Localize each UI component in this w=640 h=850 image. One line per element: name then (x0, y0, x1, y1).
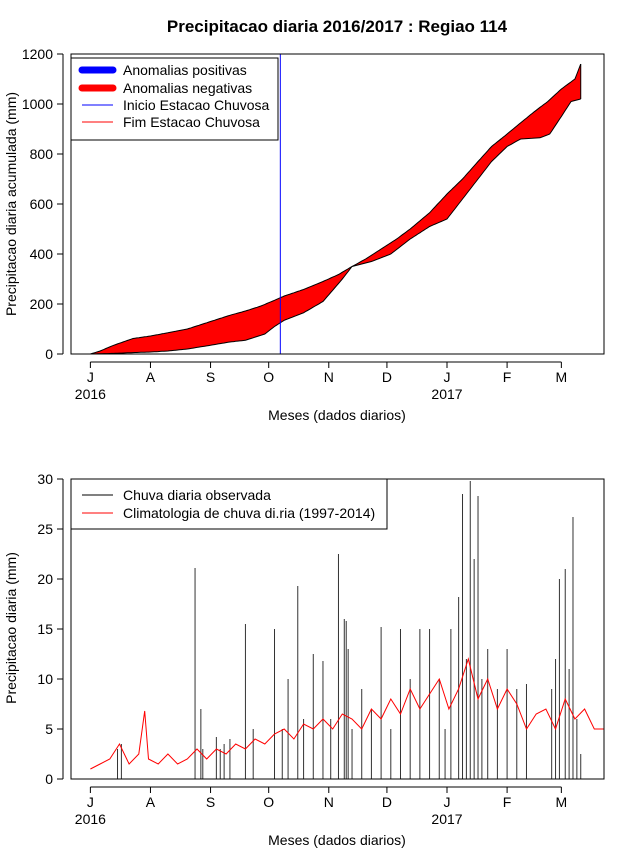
legend-climatology-label: Climatologia de chuva di.ria (1997-2014) (123, 505, 375, 521)
top-year-label: 2016 (75, 386, 106, 402)
top-x-tick-label: F (503, 369, 512, 385)
top-y-tick-label: 1000 (22, 96, 53, 112)
legend-season-start-label: Inicio Estacao Chuvosa (123, 97, 270, 113)
bottom-plot: 0 5 10 15 20 25 30 J A S O N D J F M 2016 2017 (37, 471, 604, 827)
bottom-y-tick-label: 0 (45, 771, 53, 787)
top-x-tick-label: N (324, 369, 334, 385)
bottom-ylabel: Precipitacao diaria (mm) (3, 552, 19, 704)
top-chart-title: Precipitacao diaria 2016/2017 : Regiao 1… (167, 17, 508, 36)
bottom-y-tick-label: 20 (37, 571, 53, 587)
top-x-tick-label: M (556, 369, 568, 385)
bottom-y-tick-label: 5 (45, 721, 53, 737)
bottom-year-label: 2016 (75, 811, 106, 827)
bottom-y-tick-label: 30 (37, 471, 53, 487)
top-plot-frame (70, 53, 605, 355)
bottom-x-tick-label: A (146, 794, 156, 810)
bottom-year-label: 2017 (431, 811, 462, 827)
top-y-tick-label: 400 (30, 246, 54, 262)
bottom-x-tick-label: D (382, 794, 392, 810)
bottom-y-tick-label: 10 (37, 671, 53, 687)
bottom-x-tick-label: F (503, 794, 512, 810)
climatology-cumulative-line (90, 63, 582, 355)
legend-negative-label: Anomalias negativas (123, 80, 252, 96)
bottom-y-tick-label: 25 (37, 521, 53, 537)
top-y-tick-label: 800 (30, 146, 54, 162)
top-x-tick-label: D (382, 369, 392, 385)
observed-cumulative-line (90, 98, 581, 355)
bottom-x-tick-label: O (263, 794, 274, 810)
bottom-x-tick-label: J (444, 794, 451, 810)
bottom-x-tick-label: M (556, 794, 568, 810)
top-xlabel: Meses (dados diarios) (268, 407, 406, 423)
top-x-tick-label: J (87, 369, 94, 385)
top-y-tick-label: 200 (30, 296, 54, 312)
legend-observed-label: Chuva diaria observada (123, 487, 271, 503)
top-x-tick-label: A (146, 369, 156, 385)
bottom-legend-box (70, 478, 388, 530)
top-x-tick-label: J (444, 369, 451, 385)
legend-season-end-label: Fim Estacao Chuvosa (123, 114, 260, 130)
bottom-xlabel: Meses (dados diarios) (268, 832, 406, 848)
top-x-tick-label: S (206, 369, 215, 385)
top-year-label: 2017 (431, 386, 462, 402)
top-x-tick-label: O (263, 369, 274, 385)
bottom-x-tick-label: J (87, 794, 94, 810)
top-legend: Anomalias positivas Anomalias negativas … (70, 57, 279, 141)
top-y-tick-label: 1200 (22, 46, 53, 62)
top-ylabel: Precipitacao diaria acumulada (mm) (3, 92, 19, 316)
top-y-tick-label: 0 (45, 346, 53, 362)
bottom-x-tick-label: S (206, 794, 215, 810)
top-plot: 0 200 400 600 800 1000 1200 J A S O N D J F M 2016 2017 (22, 46, 582, 402)
climatology-daily-line (90, 657, 604, 770)
bottom-legend: Chuva diaria observada Climatologia de c… (70, 478, 388, 530)
top-y-tick-label: 600 (30, 196, 54, 212)
legend-positive-label: Anomalias positivas (123, 62, 247, 78)
bottom-x-tick-label: N (324, 794, 334, 810)
bottom-y-tick-label: 15 (37, 621, 53, 637)
